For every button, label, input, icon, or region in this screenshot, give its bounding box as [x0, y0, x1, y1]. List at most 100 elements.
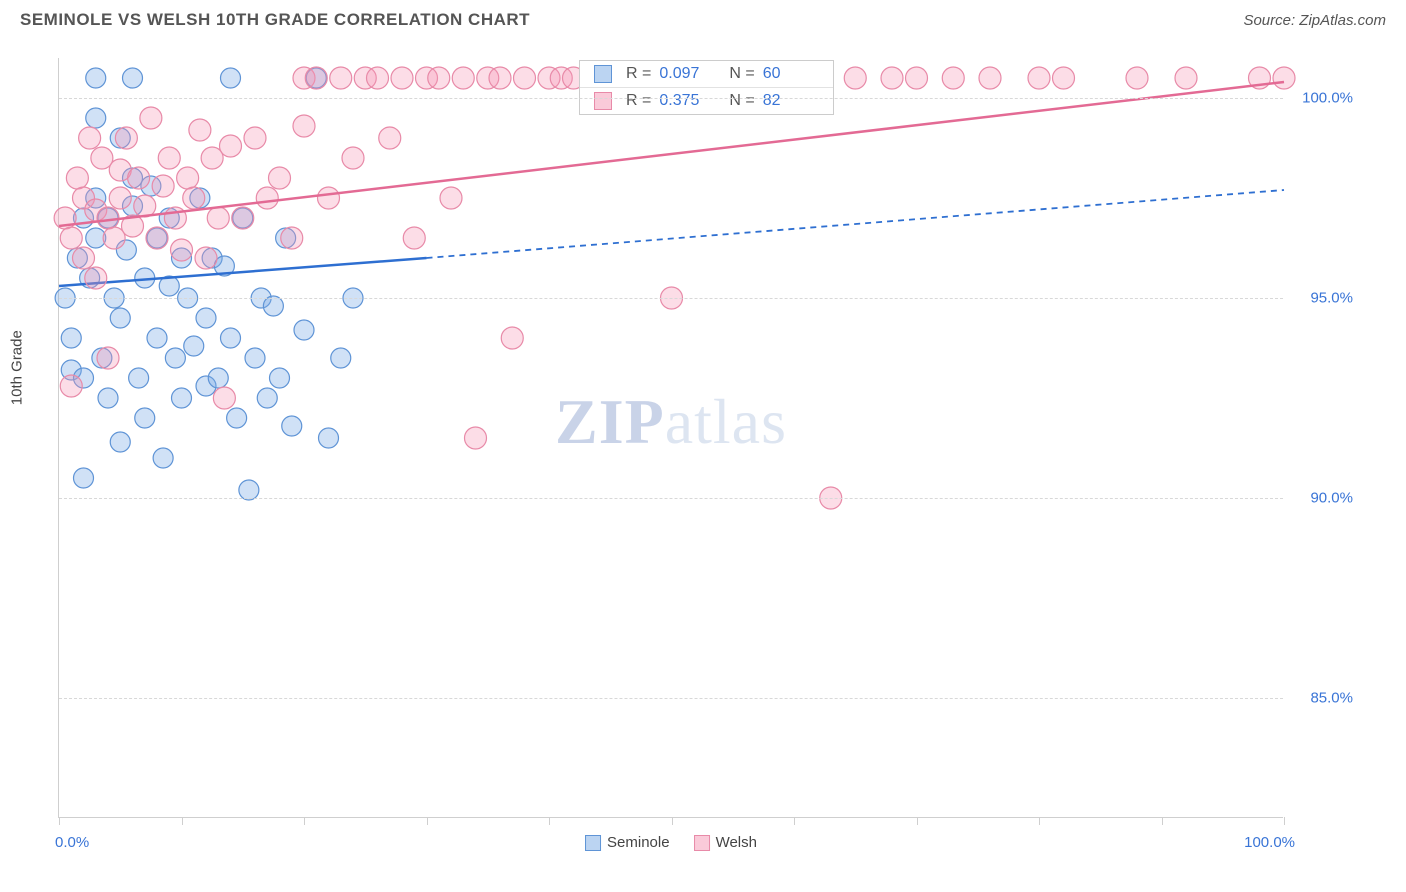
data-point [221, 68, 241, 88]
data-point [135, 408, 155, 428]
stats-row-welsh: R = 0.375 N = 82 [580, 88, 833, 114]
data-point [165, 348, 185, 368]
stat-r-label: R = [626, 65, 651, 83]
data-point [208, 368, 228, 388]
legend-bottom: Seminole Welsh [585, 834, 757, 851]
data-point [152, 175, 174, 197]
stats-legend-box: R = 0.097 N = 60 R = 0.375 N = 82 [579, 60, 834, 115]
stat-n-welsh: 82 [763, 92, 819, 110]
data-point [305, 67, 327, 89]
data-point [98, 388, 118, 408]
data-point [465, 427, 487, 449]
x-tick [427, 817, 428, 825]
data-point [86, 68, 106, 88]
data-point [342, 147, 364, 169]
data-point [153, 448, 173, 468]
data-point [257, 388, 277, 408]
data-point [391, 67, 413, 89]
chart-title: SEMINOLE VS WELSH 10TH GRADE CORRELATION… [20, 10, 530, 30]
gridline [59, 98, 1283, 99]
x-tick [1162, 817, 1163, 825]
data-point [501, 327, 523, 349]
y-tick-label: 90.0% [1310, 490, 1353, 507]
data-point [146, 227, 168, 249]
data-point [428, 67, 450, 89]
data-point [881, 67, 903, 89]
data-point [282, 416, 302, 436]
data-point [85, 267, 107, 289]
data-point [97, 207, 119, 229]
data-point [147, 328, 167, 348]
data-point [1175, 67, 1197, 89]
data-point [270, 368, 290, 388]
legend-item-welsh: Welsh [694, 834, 757, 851]
x-tick [672, 817, 673, 825]
y-tick-label: 95.0% [1310, 290, 1353, 307]
x-tick [794, 817, 795, 825]
data-point [110, 432, 130, 452]
data-point [1126, 67, 1148, 89]
chart-container: ZIPatlas R = 0.097 N = 60 R = 0.375 N = … [58, 58, 1378, 818]
data-point [227, 408, 247, 428]
data-point [74, 468, 94, 488]
data-point [207, 207, 229, 229]
data-point [171, 239, 193, 261]
data-point [379, 127, 401, 149]
stat-n-label: N = [729, 92, 754, 110]
data-point [66, 167, 88, 189]
data-point [60, 227, 82, 249]
swatch-seminole-icon [585, 835, 601, 851]
data-point [239, 480, 259, 500]
data-point [244, 127, 266, 149]
stat-r-label: R = [626, 92, 651, 110]
data-point [196, 308, 216, 328]
legend-label: Welsh [716, 834, 757, 851]
data-point [319, 428, 339, 448]
data-point [844, 67, 866, 89]
data-point [281, 227, 303, 249]
data-point [213, 387, 235, 409]
x-tick [182, 817, 183, 825]
data-point [86, 108, 106, 128]
data-point [294, 320, 314, 340]
data-point [331, 348, 351, 368]
data-point [109, 187, 131, 209]
data-point [330, 67, 352, 89]
data-point [128, 167, 150, 189]
x-tick [549, 817, 550, 825]
stat-n-label: N = [729, 65, 754, 83]
data-point [220, 135, 242, 157]
data-point [61, 328, 81, 348]
data-point [189, 119, 211, 141]
data-point [942, 67, 964, 89]
data-point [452, 67, 474, 89]
data-point [115, 127, 137, 149]
data-point [97, 347, 119, 369]
data-point [73, 247, 95, 269]
source-label: Source: ZipAtlas.com [1243, 12, 1386, 29]
data-point [256, 187, 278, 209]
stat-r-seminole: 0.097 [659, 65, 715, 83]
data-point [906, 67, 928, 89]
data-point [123, 68, 143, 88]
x-tick [304, 817, 305, 825]
data-point [110, 308, 130, 328]
y-tick-label: 85.0% [1310, 690, 1353, 707]
data-point [184, 336, 204, 356]
x-axis-max-label: 100.0% [1244, 834, 1295, 851]
gridline [59, 298, 1283, 299]
data-point [403, 227, 425, 249]
y-axis-title: 10th Grade [9, 330, 26, 405]
regression-line-dashed [427, 190, 1285, 258]
swatch-seminole-icon [594, 65, 612, 83]
data-point [489, 67, 511, 89]
data-point [1053, 67, 1075, 89]
x-axis-min-label: 0.0% [55, 834, 89, 851]
data-point [367, 67, 389, 89]
data-point [140, 107, 162, 129]
data-point [245, 348, 265, 368]
data-point [979, 67, 1001, 89]
gridline [59, 698, 1283, 699]
x-tick [1284, 817, 1285, 825]
stat-r-welsh: 0.375 [659, 92, 715, 110]
